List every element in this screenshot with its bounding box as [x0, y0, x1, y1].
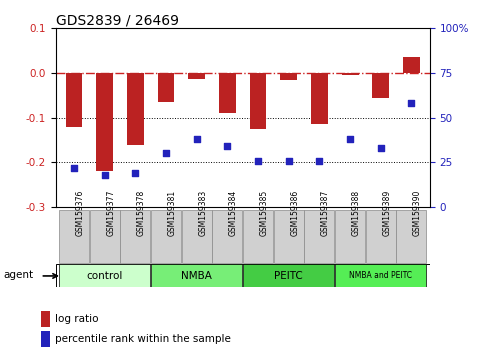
Point	[377, 145, 384, 151]
Bar	[311, 73, 328, 124]
Point	[254, 158, 262, 164]
Bar	[280, 73, 297, 80]
Bar	[403, 57, 420, 73]
Bar	[151, 210, 181, 263]
Bar	[182, 210, 212, 263]
Bar	[90, 210, 120, 263]
Bar	[366, 210, 396, 263]
Text: GSM159386: GSM159386	[290, 190, 299, 236]
Text: agent: agent	[3, 270, 33, 280]
Point	[315, 158, 323, 164]
Bar	[335, 264, 426, 287]
Bar	[127, 73, 144, 144]
Bar	[219, 73, 236, 113]
Text: GSM159387: GSM159387	[321, 190, 330, 236]
Bar	[151, 264, 242, 287]
Bar	[59, 210, 89, 263]
Bar	[250, 73, 267, 129]
Text: percentile rank within the sample: percentile rank within the sample	[55, 334, 231, 344]
Bar	[59, 264, 150, 287]
Bar	[341, 73, 358, 75]
Bar	[96, 73, 113, 171]
Point	[408, 101, 415, 106]
Point	[162, 151, 170, 156]
Point	[70, 165, 78, 171]
Text: GSM159383: GSM159383	[198, 190, 207, 236]
Text: GSM159376: GSM159376	[75, 189, 85, 236]
Text: log ratio: log ratio	[55, 314, 99, 324]
Bar	[120, 210, 150, 263]
Text: GSM159377: GSM159377	[106, 189, 115, 236]
Text: PEITC: PEITC	[274, 271, 303, 281]
Text: GSM159388: GSM159388	[352, 190, 361, 236]
Text: GDS2839 / 26469: GDS2839 / 26469	[56, 13, 179, 27]
Bar	[243, 210, 273, 263]
Point	[193, 136, 200, 142]
Bar	[41, 331, 50, 347]
Bar	[66, 73, 83, 127]
Bar	[274, 210, 304, 263]
Bar	[372, 73, 389, 98]
Bar	[397, 210, 426, 263]
Text: GSM159381: GSM159381	[168, 190, 176, 236]
Point	[101, 172, 109, 178]
Bar	[213, 210, 242, 263]
Text: GSM159385: GSM159385	[259, 190, 269, 236]
Text: NMBA and PEITC: NMBA and PEITC	[349, 272, 412, 280]
Bar	[157, 73, 174, 102]
Bar	[243, 264, 334, 287]
Bar	[304, 210, 334, 263]
Text: GSM159389: GSM159389	[383, 190, 391, 236]
Point	[131, 170, 139, 176]
Point	[346, 136, 354, 142]
Text: GSM159378: GSM159378	[137, 190, 146, 236]
Bar	[41, 311, 50, 327]
Point	[285, 158, 293, 164]
Text: GSM159384: GSM159384	[229, 190, 238, 236]
Bar	[188, 73, 205, 79]
Text: GSM159390: GSM159390	[413, 189, 422, 236]
Text: NMBA: NMBA	[181, 271, 212, 281]
Text: control: control	[86, 271, 123, 281]
Bar	[335, 210, 365, 263]
Point	[224, 143, 231, 149]
